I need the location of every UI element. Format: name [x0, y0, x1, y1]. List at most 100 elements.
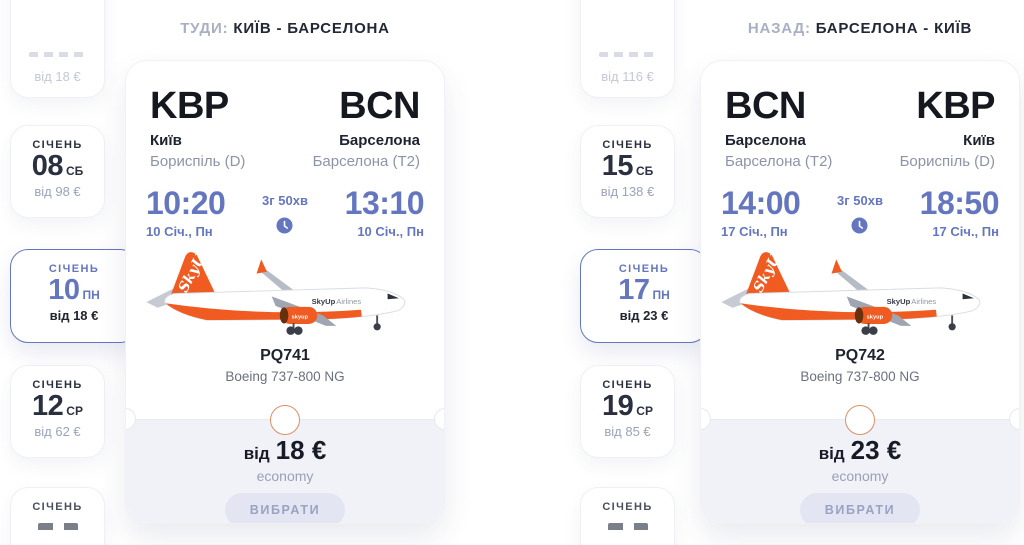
- outbound-header: ТУДИ: КИЇВ - БАРСЕЛОНА: [125, 20, 445, 37]
- airplane-image: SkyUp skyup SkyUp Airlines: [126, 243, 444, 347]
- date-weekday: СБ: [65, 164, 84, 178]
- fare-price-prefix: від: [243, 444, 270, 463]
- date-month: СІЧЕНЬ: [48, 263, 100, 275]
- arrival-block: 18:50 17 Січ., Пн: [919, 185, 1000, 239]
- origin-airport: Барселона (T2): [725, 153, 833, 170]
- origin-code: KBP: [150, 85, 229, 127]
- clipped-date-fragment: [37, 523, 78, 530]
- destination-block: KBP Київ Бориспіль (D): [899, 85, 996, 170]
- date-month: СІЧЕНЬ: [602, 379, 653, 391]
- date-price: від 98 €: [34, 184, 81, 199]
- departure-date: 10 Січ., Пн: [146, 224, 213, 239]
- clock-icon: [262, 217, 308, 239]
- plane-engine-logo: skyup: [292, 314, 309, 320]
- origin-block: KBP Київ Бориспіль (D): [150, 87, 245, 170]
- date-price: від 18 €: [34, 69, 81, 84]
- fare-radio[interactable]: [845, 405, 875, 435]
- clipped-date-fragment: [28, 52, 87, 57]
- inbound-direction-label: НАЗАД:: [747, 20, 811, 37]
- date-price: від 116 €: [601, 69, 654, 84]
- airplane-image: SkyUp skyup SkyUp Airlines: [701, 243, 1019, 347]
- ticket-notch-left: [701, 408, 711, 430]
- destination-airport: Бориспіль (D): [899, 153, 995, 170]
- arrival-date: 10 Січ., Пн: [357, 224, 424, 239]
- select-flight-button[interactable]: ВИБРАТИ: [224, 493, 346, 523]
- date-month: СІЧЕНЬ: [602, 501, 653, 513]
- clipped-date-fragment: [598, 52, 657, 57]
- departure-block: 10:20 10 Січ., Пн: [146, 185, 226, 239]
- fare-price: від 23 €: [701, 437, 1019, 463]
- date-month: СІЧЕНЬ: [618, 263, 670, 275]
- date-weekday: СР: [66, 404, 83, 418]
- departure-time: 10:20: [146, 185, 226, 221]
- destination-city: Барселона: [339, 132, 420, 149]
- outbound-direction-label: ТУДИ:: [180, 20, 229, 37]
- date-month: СІЧЕНЬ: [32, 379, 83, 391]
- flight-number: PQ742: [835, 347, 885, 364]
- destination-airport: Барселона (T2): [312, 153, 420, 170]
- ticket-notch-right: [1009, 408, 1019, 430]
- date-card-jan-12[interactable]: СІЧЕНЬ 12 СР від 62 €: [10, 365, 105, 458]
- destination-code: BCN: [339, 85, 420, 127]
- outbound-flight-card: KBP Київ Бориспіль (D) BCN Барселона Бар…: [125, 60, 445, 524]
- select-flight-button[interactable]: ВИБРАТИ: [799, 493, 921, 523]
- flight-duration: 3г 50хв: [262, 193, 308, 208]
- aircraft-type: Boeing 737-800 NG: [800, 369, 920, 384]
- date-card-jan-15[interactable]: СІЧЕНЬ 15 СБ від 138 €: [580, 125, 675, 218]
- arrival-time: 13:10: [344, 185, 425, 221]
- date-card-jan-10-selected[interactable]: СІЧЕНЬ 10 ПН від 18 €: [10, 249, 138, 343]
- date-card-jan-19[interactable]: СІЧЕНЬ 19 СР від 85 €: [580, 365, 675, 458]
- date-card-partial-top[interactable]: від 116 €: [580, 0, 675, 98]
- inbound-flight-card: BCN Барселона Барселона (T2) KBP Київ Бо…: [700, 60, 1020, 524]
- arrival-block: 13:10 10 Січ., Пн: [344, 185, 425, 239]
- date-day: 08: [31, 150, 64, 182]
- fare-price: від 18 €: [126, 437, 444, 463]
- plane-body-logo-sub: Airlines: [336, 297, 361, 306]
- date-card-partial-top[interactable]: від 18 €: [10, 0, 105, 98]
- ticket-notch-left: [126, 408, 136, 430]
- clock-icon: [837, 217, 883, 239]
- plane-body-logo: SkyUp: [887, 297, 911, 306]
- destination-code: KBP: [916, 85, 995, 127]
- date-card-jan-17-selected[interactable]: СІЧЕНЬ 17 ПН від 23 €: [580, 249, 708, 343]
- plane-engine-logo: skyup: [867, 314, 884, 320]
- arrival-time: 18:50: [919, 185, 1000, 221]
- date-weekday: СР: [636, 404, 653, 418]
- date-weekday: ПН: [652, 288, 670, 302]
- plane-body-logo-sub: Airlines: [911, 297, 936, 306]
- origin-city: Київ: [150, 132, 182, 149]
- date-day: 17: [618, 274, 650, 306]
- fare-price-value: 23 €: [850, 435, 902, 465]
- inbound-header: НАЗАД: БАРСЕЛОНА - КИЇВ: [700, 20, 1020, 37]
- fare-price-prefix: від: [818, 444, 845, 463]
- date-day: 19: [602, 390, 634, 422]
- destination-block: BCN Барселона Барселона (T2): [312, 85, 421, 170]
- date-weekday: ПН: [82, 288, 100, 302]
- date-month: СІЧЕНЬ: [602, 139, 653, 151]
- origin-block: BCN Барселона Барселона (T2): [725, 87, 832, 170]
- date-price: від 18 €: [49, 308, 99, 323]
- departure-block: 14:00 17 Січ., Пн: [721, 185, 801, 239]
- fare-radio[interactable]: [270, 405, 300, 435]
- date-day: 12: [32, 390, 64, 422]
- date-price: від 85 €: [604, 424, 651, 439]
- flight-number: PQ741: [260, 347, 310, 364]
- date-card-jan-08[interactable]: СІЧЕНЬ 08 СБ від 98 €: [10, 125, 105, 218]
- flight-duration: 3г 50хв: [837, 193, 883, 208]
- outbound-route-title: КИЇВ - БАРСЕЛОНА: [233, 20, 390, 37]
- date-card-partial-bottom[interactable]: СІЧЕНЬ: [580, 487, 675, 545]
- fare-class-label: economy: [831, 468, 889, 484]
- clipped-date-fragment: [607, 523, 648, 530]
- date-day: 10: [48, 274, 80, 306]
- fare-footer: від 23 € economy ВИБРАТИ: [701, 405, 1019, 523]
- fare-footer: від 18 € economy ВИБРАТИ: [126, 405, 444, 523]
- departure-time: 14:00: [721, 185, 801, 221]
- date-price: від 23 €: [619, 308, 669, 323]
- date-card-partial-bottom[interactable]: СІЧЕНЬ: [10, 487, 105, 545]
- date-month: СІЧЕНЬ: [32, 139, 83, 151]
- origin-code: BCN: [725, 85, 806, 127]
- fare-class-label: economy: [256, 468, 314, 484]
- plane-body-logo: SkyUp: [312, 297, 336, 306]
- date-month: СІЧЕНЬ: [32, 501, 83, 513]
